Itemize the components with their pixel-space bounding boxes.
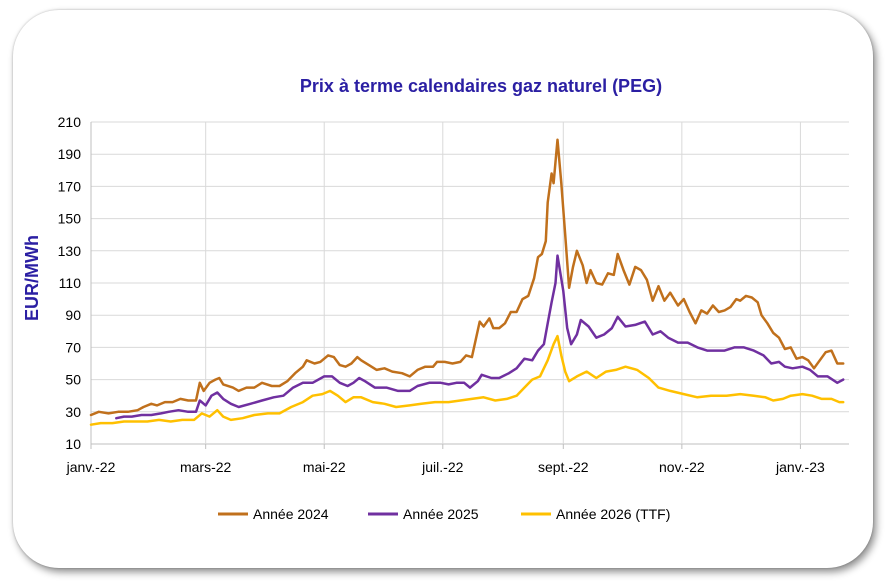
x-tick-label: mai-22 <box>303 459 346 475</box>
chart-title: Prix à terme calendaires gaz naturel (PE… <box>300 76 662 96</box>
x-tick-label: mars-22 <box>180 459 232 475</box>
x-tick-label: nov.-22 <box>659 459 705 475</box>
x-tick-label: sept.-22 <box>538 459 589 475</box>
x-tick-label: juil.-22 <box>421 459 463 475</box>
y-tick-label: 170 <box>58 178 82 194</box>
x-tick-label: janv.-22 <box>66 459 116 475</box>
legend: Année 2024 Année 2025 Année 2026 (TTF) <box>218 506 670 522</box>
y-tick-label: 10 <box>65 436 81 452</box>
x-tick-label: janv.-23 <box>775 459 825 475</box>
y-tick-label: 210 <box>58 114 82 130</box>
y-axis-label: EUR/MWh <box>22 235 42 321</box>
legend-label-3: Année 2026 (TTF) <box>556 506 670 522</box>
line-chart: Prix à terme calendaires gaz naturel (PE… <box>22 76 849 522</box>
y-tick-label: 90 <box>65 307 81 323</box>
y-tick-label: 70 <box>65 339 81 355</box>
legend-label-2: Année 2025 <box>403 506 479 522</box>
y-tick-label: 50 <box>65 372 81 388</box>
legend-label-1: Année 2024 <box>253 506 329 522</box>
y-tick-label: 150 <box>58 211 82 227</box>
axes: 10 30 50 70 90 110 130 150 170 190 210 janv.-22 mars… <box>58 114 825 475</box>
y-tick-label: 110 <box>59 275 82 291</box>
series-line-1 <box>89 138 845 417</box>
y-tick-label: 190 <box>58 146 82 162</box>
series-line-2 <box>115 254 845 420</box>
series-line-3 <box>89 334 845 426</box>
series-lines <box>89 138 845 426</box>
chart-card: Prix à terme calendaires gaz naturel (PE… <box>13 10 873 568</box>
y-tick-label: 30 <box>65 404 81 420</box>
y-tick-label: 130 <box>58 243 82 259</box>
